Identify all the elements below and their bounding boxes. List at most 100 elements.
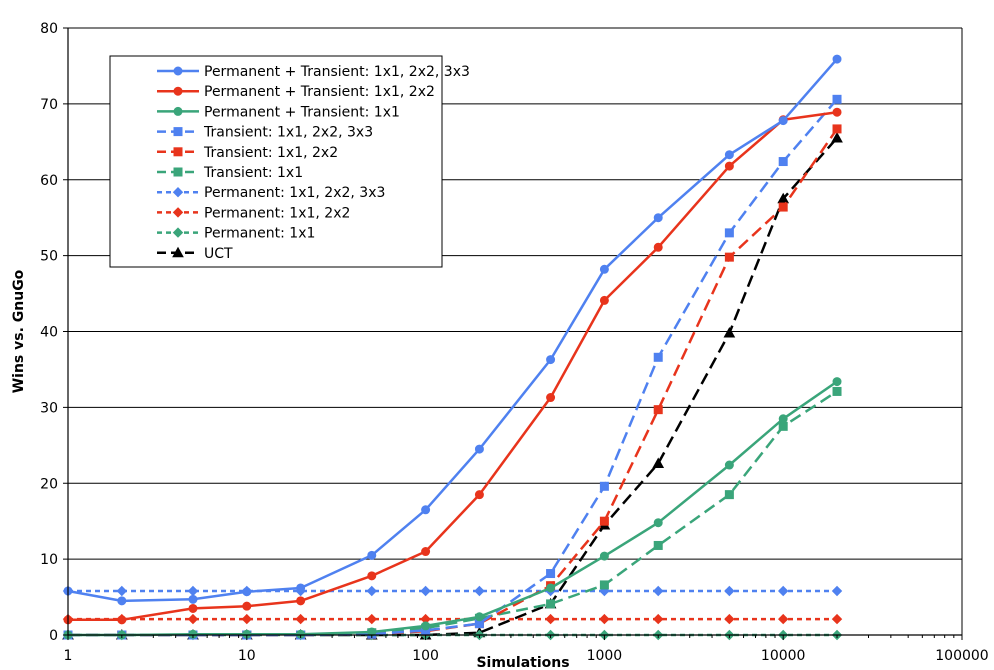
data-point xyxy=(474,444,484,454)
legend-item: UCT xyxy=(157,246,233,262)
y-tick-label: 60 xyxy=(40,173,58,189)
legend-item: Permanent + Transient: 1x1 xyxy=(157,104,400,120)
data-point xyxy=(724,460,734,470)
x-tick-label: 10 xyxy=(238,648,256,664)
legend-item: Permanent: 1x1, 2x2, 3x3 xyxy=(157,185,385,201)
legend-marker xyxy=(172,186,184,198)
data-point xyxy=(296,596,306,606)
data-point xyxy=(778,421,788,431)
legend-marker xyxy=(172,246,184,258)
y-tick-label: 40 xyxy=(40,325,58,341)
series-1 xyxy=(63,107,842,625)
legend-marker xyxy=(172,227,184,238)
y-tick-label: 80 xyxy=(40,21,58,37)
data-point xyxy=(296,583,306,593)
legend-label: Permanent: 1x1, 2x2 xyxy=(204,205,350,221)
legend-marker xyxy=(173,147,183,157)
data-point xyxy=(420,585,431,597)
data-point xyxy=(653,613,664,625)
data-point xyxy=(652,457,665,469)
data-point xyxy=(367,571,377,581)
legend-item: Permanent + Transient: 1x1, 2x2, 3x3 xyxy=(157,64,470,80)
data-point xyxy=(724,613,735,625)
data-point xyxy=(366,613,377,625)
data-point xyxy=(546,393,556,403)
series-line xyxy=(67,58,838,603)
data-point xyxy=(599,613,610,625)
data-point xyxy=(117,596,127,606)
legend-item: Transient: 1x1, 2x2 xyxy=(157,145,338,161)
data-point xyxy=(653,352,663,362)
legend-marker xyxy=(173,167,183,177)
data-point xyxy=(546,599,556,609)
data-point xyxy=(653,585,664,597)
data-point xyxy=(599,551,609,561)
legend-item: Permanent: 1x1 xyxy=(157,226,315,242)
legend-item: Permanent: 1x1, 2x2 xyxy=(157,205,350,221)
y-tick-label: 30 xyxy=(40,400,58,416)
data-point xyxy=(187,613,199,625)
data-point xyxy=(474,490,484,500)
data-point xyxy=(545,613,556,625)
legend-label: Transient: 1x1, 2x2 xyxy=(203,145,338,161)
data-point xyxy=(653,540,663,550)
data-point xyxy=(242,601,252,611)
data-point xyxy=(778,116,788,126)
x-tick-label: 1000 xyxy=(587,648,623,664)
legend-label: Transient: 1x1, 2x2, 3x3 xyxy=(203,125,373,141)
data-point xyxy=(653,213,663,223)
data-point xyxy=(777,613,789,625)
data-point xyxy=(474,585,485,597)
data-point xyxy=(599,264,609,274)
x-tick-label: 100000 xyxy=(935,648,988,664)
data-point xyxy=(116,585,128,597)
legend-marker xyxy=(173,86,183,96)
data-point xyxy=(724,252,734,262)
data-point xyxy=(546,583,556,593)
legend-label: Permanent: 1x1, 2x2, 3x3 xyxy=(204,185,385,201)
data-point xyxy=(653,405,663,415)
legend-label: Permanent: 1x1 xyxy=(204,226,315,242)
legend-marker xyxy=(172,207,184,218)
data-point xyxy=(778,157,788,167)
data-point xyxy=(546,569,556,579)
x-tick-label: 100 xyxy=(412,648,439,664)
data-point xyxy=(724,490,734,500)
x-axis-title: Simulations xyxy=(476,655,569,670)
data-point xyxy=(724,228,734,238)
y-tick-label: 70 xyxy=(40,97,58,113)
series-6 xyxy=(62,585,843,597)
data-point xyxy=(832,107,842,117)
data-point xyxy=(723,326,736,338)
data-point xyxy=(777,585,789,597)
data-point xyxy=(366,585,377,597)
data-point xyxy=(296,629,306,639)
series-0 xyxy=(63,54,842,606)
data-point xyxy=(242,587,252,597)
data-point xyxy=(117,615,127,625)
data-point xyxy=(832,94,842,104)
legend-marker xyxy=(173,106,183,116)
y-tick-label: 50 xyxy=(40,249,58,265)
y-axis-title: Wins vs. GnuGo xyxy=(11,269,27,393)
data-point xyxy=(778,414,788,424)
data-point xyxy=(421,547,431,557)
data-point xyxy=(832,386,842,396)
axes xyxy=(63,27,963,640)
data-point xyxy=(831,613,843,625)
data-point xyxy=(653,242,663,252)
data-point xyxy=(421,505,431,515)
data-point xyxy=(831,585,843,597)
data-point xyxy=(724,585,735,597)
series-line xyxy=(68,380,838,637)
data-point xyxy=(599,516,609,526)
legend-label: Permanent + Transient: 1x1, 2x2, 3x3 xyxy=(204,64,470,80)
data-point xyxy=(188,594,198,604)
y-tick-label: 10 xyxy=(40,552,58,568)
legend: Permanent + Transient: 1x1, 2x2, 3x3 Perm… xyxy=(109,55,470,268)
legend-label: Permanent + Transient: 1x1 xyxy=(204,104,400,120)
data-point xyxy=(832,54,842,64)
data-point xyxy=(653,518,663,528)
legend-item: Permanent + Transient: 1x1, 2x2 xyxy=(157,84,435,100)
